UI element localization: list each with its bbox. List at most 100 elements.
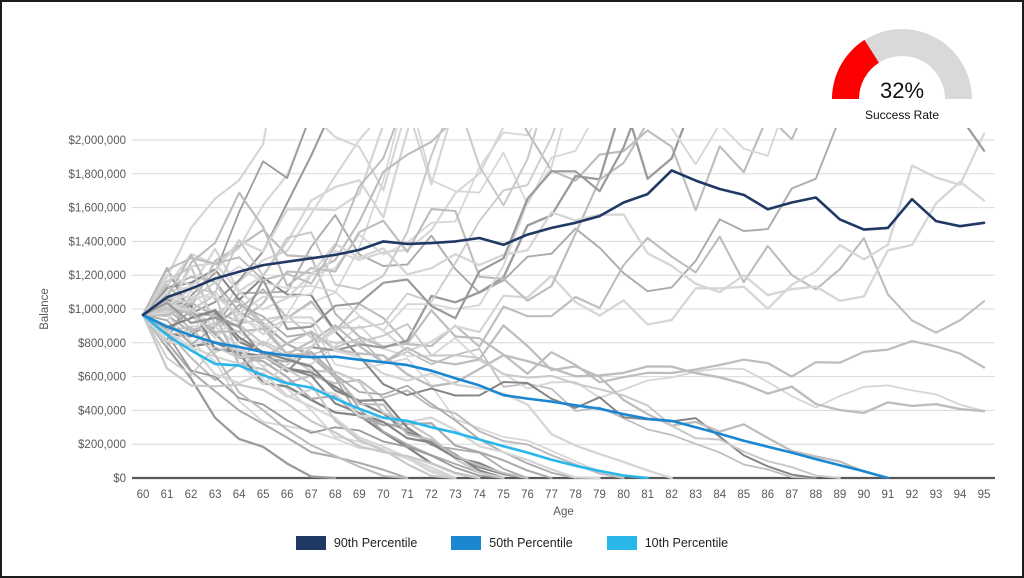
x-axis-tick-label: 66 <box>281 489 294 501</box>
simulation-path <box>141 235 986 348</box>
x-axis-tick-label: 70 <box>377 489 390 501</box>
simulation-path <box>141 228 986 384</box>
x-axis-tick-label: 84 <box>713 489 726 501</box>
gauge-caption: Success Rate <box>865 108 939 122</box>
simulation-path <box>142 128 307 341</box>
legend-swatch-10th <box>606 536 637 550</box>
percentile-line-10th <box>141 313 649 479</box>
x-axis-tick-label: 75 <box>497 489 510 501</box>
x-axis-tick-label: 92 <box>906 489 919 501</box>
simulation-path <box>141 128 450 316</box>
simulation-path <box>141 128 505 340</box>
percentile-lines <box>141 169 986 479</box>
simulation-path <box>141 313 337 479</box>
legend-swatch-90th <box>295 536 326 550</box>
simulation-path <box>142 308 505 479</box>
x-axis-tick-label: 89 <box>833 489 846 501</box>
x-axis-tick-label: 73 <box>449 489 462 501</box>
chart-legend: 90th Percentile 50th Percentile 10th Per… <box>2 536 1022 550</box>
y-axis-tick-label: $1,200,000 <box>68 270 126 282</box>
y-axis-tick-label: $0 <box>113 473 126 485</box>
percentile-line-90th <box>141 169 986 317</box>
simulation-path <box>142 293 817 479</box>
x-axis-tick-label: 87 <box>785 489 798 501</box>
axis-labels: $0 $200,000 $400,000 $600,000 $800,000 $1,000… <box>39 135 990 518</box>
x-axis-tick-label: 86 <box>761 489 774 501</box>
legend-label-50th: 50th Percentile <box>489 536 573 550</box>
simulation-path <box>141 295 673 479</box>
y-axis-tick-label: $400,000 <box>78 405 126 417</box>
simulation-path <box>141 313 409 479</box>
y-axis-tick-label: $1,400,000 <box>68 236 126 248</box>
percentile-line-50th <box>141 313 890 479</box>
simulation-path <box>141 128 646 316</box>
y-axis-tick-label: $1,000,000 <box>68 304 126 316</box>
simulation-path <box>141 281 841 479</box>
simulation-path <box>141 128 325 316</box>
y-axis-tick-label: $800,000 <box>78 338 126 350</box>
y-axis-tick-label: $200,000 <box>78 439 126 451</box>
success-gauge: 32% Success Rate <box>832 29 972 122</box>
x-axis-tick-label: 71 <box>401 489 414 501</box>
y-axis-tick-label: $2,000,000 <box>68 135 126 147</box>
x-axis-tick-label: 90 <box>858 489 871 501</box>
simulation-path <box>142 128 538 316</box>
simulation-path <box>141 128 410 317</box>
legend-label-90th: 90th Percentile <box>333 536 418 550</box>
x-axis-tick-label: 68 <box>329 489 342 501</box>
x-axis-tick-label: 95 <box>978 489 991 501</box>
simulation-path <box>142 128 779 332</box>
x-axis-tick-label: 65 <box>257 489 270 501</box>
x-axis-tick-label: 93 <box>930 489 943 501</box>
legend-item-10th-percentile: 10th Percentile <box>606 536 729 550</box>
simulation-paths <box>141 128 986 479</box>
x-axis-tick-label: 78 <box>569 489 582 501</box>
simulation-path <box>141 128 384 317</box>
simulation-path <box>141 313 625 479</box>
legend-item-50th-percentile: 50th Percentile <box>451 536 573 550</box>
x-axis-tick-label: 77 <box>545 489 558 501</box>
simulation-path <box>141 132 986 386</box>
simulation-path <box>141 307 529 479</box>
x-axis-tick-label: 67 <box>305 489 318 501</box>
x-axis-tick-label: 61 <box>161 489 174 501</box>
simulation-path <box>141 313 409 479</box>
x-axis-tick-label: 72 <box>425 489 438 501</box>
gauge-fill-arc <box>832 39 879 99</box>
x-axis-tick-label: 60 <box>137 489 150 501</box>
y-axis-tick-label: $600,000 <box>78 372 126 384</box>
simulation-path <box>141 180 986 317</box>
x-axis-tick-label: 62 <box>185 489 198 501</box>
y-axis-tick-label: $1,800,000 <box>68 169 126 181</box>
simulation-path <box>141 301 986 415</box>
legend-label-10th: 10th Percentile <box>644 536 729 550</box>
gridlines <box>132 139 995 480</box>
x-axis-tick-label: 79 <box>593 489 606 501</box>
y-axis-title: Balance <box>39 288 51 330</box>
simulation-path <box>141 313 481 479</box>
y-axis-tick-label: $1,600,000 <box>68 203 126 215</box>
x-axis-title: Age <box>553 506 573 518</box>
legend-item-90th-percentile: 90th Percentile <box>295 536 418 550</box>
simulation-path <box>142 313 505 479</box>
x-axis-tick-label: 85 <box>737 489 750 501</box>
x-axis-tick-label: 88 <box>809 489 822 501</box>
gauge-value: 32% <box>880 78 924 103</box>
x-axis-tick-label: 63 <box>209 489 222 501</box>
x-axis-tick-label: 94 <box>954 489 967 501</box>
x-axis-tick-label: 64 <box>233 489 246 501</box>
x-axis-tick-label: 82 <box>665 489 678 501</box>
simulation-path <box>141 306 601 479</box>
x-axis-tick-label: 80 <box>617 489 630 501</box>
legend-swatch-50th <box>451 536 482 550</box>
x-axis-tick-label: 81 <box>641 489 654 501</box>
x-axis-tick-label: 83 <box>689 489 702 501</box>
x-axis-tick-label: 74 <box>473 489 486 501</box>
x-axis-tick-label: 69 <box>353 489 366 501</box>
simulation-path <box>141 294 457 479</box>
x-axis-tick-label: 91 <box>882 489 895 501</box>
simulation-path <box>142 128 396 316</box>
x-axis-tick-label: 76 <box>521 489 534 501</box>
